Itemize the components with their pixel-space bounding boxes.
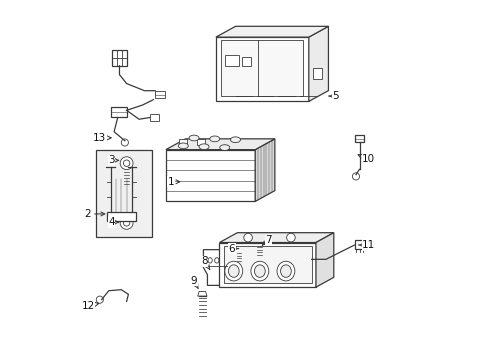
Polygon shape xyxy=(224,246,311,283)
Text: 3: 3 xyxy=(108,156,119,165)
Text: 13: 13 xyxy=(93,133,111,143)
Text: 6: 6 xyxy=(228,244,238,253)
Polygon shape xyxy=(216,26,328,37)
Ellipse shape xyxy=(221,258,225,263)
Polygon shape xyxy=(165,139,274,150)
Ellipse shape xyxy=(254,265,264,277)
Polygon shape xyxy=(308,26,328,102)
Ellipse shape xyxy=(280,265,291,277)
Text: 11: 11 xyxy=(358,240,375,250)
Text: 1: 1 xyxy=(167,177,180,187)
Bar xyxy=(149,114,159,121)
Text: 9: 9 xyxy=(190,276,198,289)
Bar xyxy=(196,139,204,145)
Bar xyxy=(224,55,239,66)
Polygon shape xyxy=(219,243,315,287)
Bar xyxy=(354,135,364,143)
Circle shape xyxy=(120,216,133,229)
Bar xyxy=(107,212,135,221)
Bar xyxy=(179,139,186,145)
Ellipse shape xyxy=(178,143,188,149)
Circle shape xyxy=(233,240,244,252)
Polygon shape xyxy=(315,233,333,287)
Text: 10: 10 xyxy=(357,154,375,164)
Polygon shape xyxy=(165,150,255,202)
Bar xyxy=(354,240,365,249)
Ellipse shape xyxy=(214,258,219,263)
Circle shape xyxy=(286,233,295,242)
Ellipse shape xyxy=(219,145,229,150)
Ellipse shape xyxy=(207,258,212,263)
Circle shape xyxy=(96,296,103,303)
Circle shape xyxy=(352,173,359,180)
Bar xyxy=(112,50,126,66)
Ellipse shape xyxy=(199,144,208,149)
Polygon shape xyxy=(219,233,333,243)
Polygon shape xyxy=(255,139,274,202)
Circle shape xyxy=(123,220,130,226)
Ellipse shape xyxy=(228,265,239,277)
Ellipse shape xyxy=(209,136,219,142)
Bar xyxy=(242,57,250,66)
Text: 8: 8 xyxy=(201,256,209,269)
Bar xyxy=(110,107,126,117)
Ellipse shape xyxy=(230,137,240,143)
Text: 2: 2 xyxy=(84,209,104,219)
Polygon shape xyxy=(197,292,206,296)
Bar xyxy=(96,150,151,237)
Ellipse shape xyxy=(276,261,294,281)
Bar xyxy=(312,68,321,79)
Ellipse shape xyxy=(189,135,199,141)
Circle shape xyxy=(120,157,133,170)
Circle shape xyxy=(244,233,252,242)
Circle shape xyxy=(256,237,262,243)
Polygon shape xyxy=(221,40,303,96)
Text: 5: 5 xyxy=(328,91,338,101)
Polygon shape xyxy=(203,249,230,285)
Text: 12: 12 xyxy=(81,301,99,311)
Ellipse shape xyxy=(250,261,268,281)
Text: 7: 7 xyxy=(262,235,271,245)
Circle shape xyxy=(253,234,264,246)
Circle shape xyxy=(235,243,241,249)
Polygon shape xyxy=(216,37,308,102)
Circle shape xyxy=(123,160,130,166)
Circle shape xyxy=(121,139,128,146)
Bar xyxy=(155,91,165,98)
Ellipse shape xyxy=(224,261,242,281)
Text: 4: 4 xyxy=(108,217,119,227)
